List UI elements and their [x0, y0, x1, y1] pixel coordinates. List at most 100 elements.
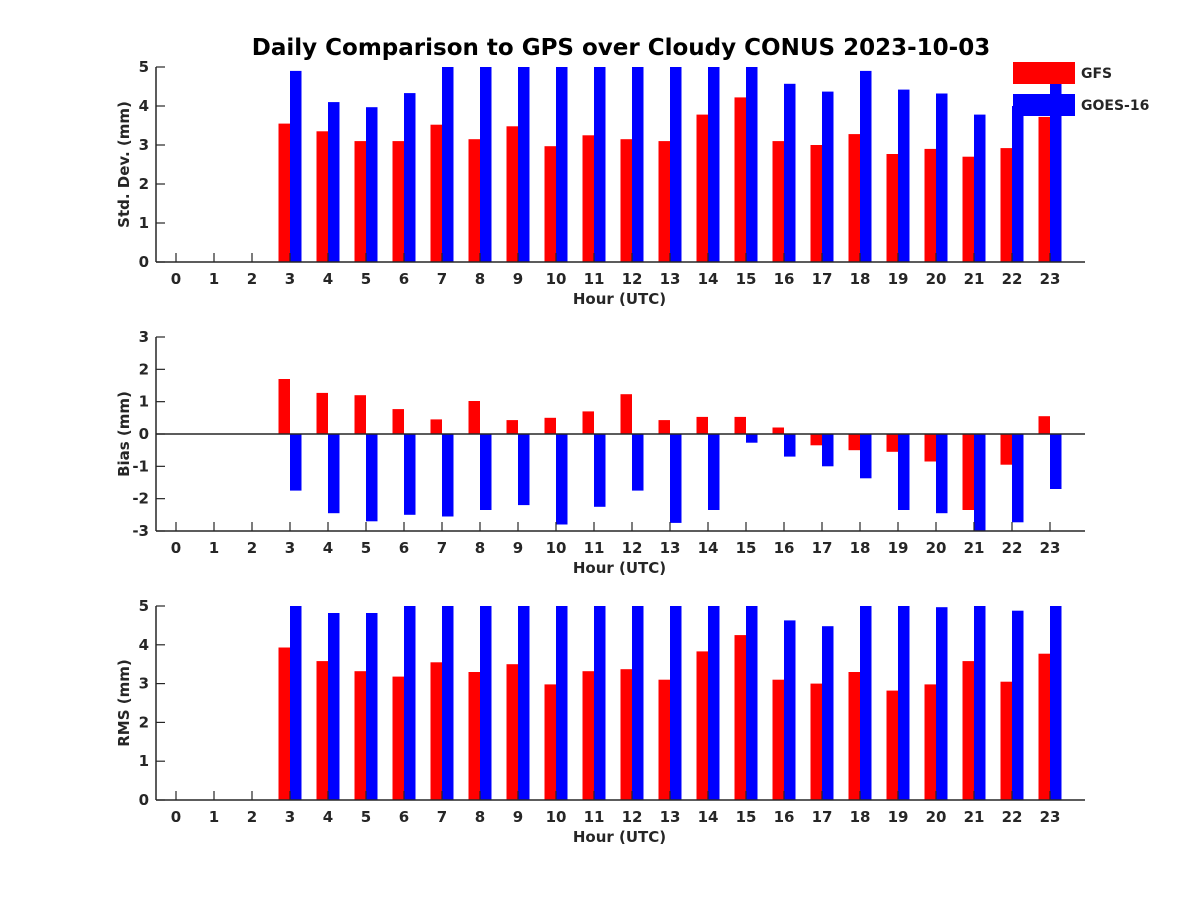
bar-gfs-hour-10	[544, 146, 556, 262]
bar-goes16-hour-5	[366, 613, 378, 800]
x-tick-label: 17	[812, 808, 833, 826]
bar-gfs-hour-17	[810, 434, 822, 446]
x-tick-label: 10	[546, 808, 567, 826]
bar-gfs-hour-7	[430, 124, 442, 262]
y-tick-label: 5	[139, 58, 149, 76]
bar-goes16-hour-5	[366, 434, 378, 522]
bar-gfs-hour-14	[696, 651, 708, 800]
x-axis-label: Hour (UTC)	[573, 290, 666, 308]
x-tick-label: 22	[1002, 270, 1023, 288]
x-tick-label: 3	[285, 270, 295, 288]
bar-goes16-hour-15	[746, 606, 758, 800]
x-tick-label: 6	[399, 539, 409, 557]
bar-goes16-hour-7	[442, 606, 454, 800]
y-tick-label: 3	[139, 136, 149, 154]
x-tick-label: 15	[736, 539, 757, 557]
x-tick-label: 7	[437, 539, 447, 557]
bar-gfs-hour-6	[392, 676, 404, 800]
x-tick-label: 20	[926, 808, 947, 826]
bar-gfs-hour-16	[772, 141, 784, 262]
bar-gfs-hour-20	[924, 434, 936, 462]
y-axis-label: Std. Dev. (mm)	[115, 101, 133, 228]
bar-goes16-hour-13	[670, 606, 682, 800]
x-tick-label: 14	[698, 270, 719, 288]
y-tick-label: 0	[139, 425, 149, 443]
bar-gfs-hour-17	[810, 145, 822, 262]
legend-label-gfs: GFS	[1081, 66, 1112, 82]
x-tick-label: 0	[171, 270, 181, 288]
legend: GFS GOES-16	[1013, 62, 1149, 116]
x-tick-label: 6	[399, 808, 409, 826]
bar-gfs-hour-7	[430, 419, 442, 434]
x-tick-label: 21	[964, 808, 985, 826]
bar-gfs-hour-4	[316, 131, 328, 262]
x-tick-label: 23	[1040, 270, 1061, 288]
x-tick-label: 16	[774, 539, 795, 557]
x-tick-label: 1	[209, 539, 219, 557]
bar-goes16-hour-19	[898, 89, 910, 262]
x-tick-label: 15	[736, 270, 757, 288]
x-tick-label: 12	[622, 808, 643, 826]
x-tick-label: 3	[285, 808, 295, 826]
x-tick-label: 8	[475, 808, 485, 826]
bar-gfs-hour-16	[772, 679, 784, 800]
bar-gfs-hour-14	[696, 416, 708, 434]
bar-goes16-hour-22	[1012, 434, 1024, 523]
bar-goes16-hour-21	[974, 606, 986, 800]
x-tick-label: 6	[399, 270, 409, 288]
bar-gfs-hour-8	[468, 672, 480, 800]
bar-gfs-hour-15	[734, 635, 746, 800]
y-tick-label: 1	[139, 752, 149, 770]
bar-gfs-hour-19	[886, 434, 898, 452]
x-tick-label: 19	[888, 808, 909, 826]
bar-goes16-hour-6	[404, 93, 416, 262]
x-tick-label: 5	[361, 808, 371, 826]
bar-goes16-hour-15	[746, 67, 758, 262]
bar-goes16-hour-23	[1050, 82, 1062, 262]
bar-goes16-hour-5	[366, 107, 378, 262]
y-tick-label: 1	[139, 214, 149, 232]
x-tick-label: 22	[1002, 808, 1023, 826]
x-tick-label: 23	[1040, 539, 1061, 557]
bar-gfs-hour-18	[848, 434, 860, 451]
bar-goes16-hour-18	[860, 70, 872, 263]
x-tick-label: 11	[584, 539, 605, 557]
bar-goes16-hour-4	[328, 102, 340, 262]
x-axis-label: Hour (UTC)	[573, 559, 666, 577]
bar-goes16-hour-3	[290, 70, 302, 263]
x-tick-label: 23	[1040, 808, 1061, 826]
x-tick-label: 8	[475, 539, 485, 557]
bar-gfs-hour-23	[1038, 416, 1050, 434]
bar-gfs-hour-17	[810, 683, 822, 800]
bar-goes16-hour-7	[442, 67, 454, 262]
bar-gfs-hour-21	[962, 434, 974, 510]
y-tick-label: 1	[139, 393, 149, 411]
bar-gfs-hour-3	[278, 647, 290, 800]
bar-gfs-hour-16	[772, 427, 784, 434]
x-tick-label: 19	[888, 539, 909, 557]
bar-gfs-hour-19	[886, 154, 898, 262]
bar-goes16-hour-11	[594, 67, 606, 262]
x-tick-label: 22	[1002, 539, 1023, 557]
bar-gfs-hour-13	[658, 141, 670, 262]
bar-goes16-hour-4	[328, 434, 340, 514]
bar-goes16-hour-8	[480, 67, 492, 262]
x-tick-label: 13	[660, 270, 681, 288]
x-tick-label: 8	[475, 270, 485, 288]
x-tick-label: 19	[888, 270, 909, 288]
x-tick-label: 3	[285, 539, 295, 557]
y-tick-label: 2	[139, 360, 149, 378]
bar-goes16-hour-11	[594, 434, 606, 507]
x-tick-label: 9	[513, 270, 523, 288]
bar-gfs-hour-21	[962, 156, 974, 262]
bar-goes16-hour-20	[936, 607, 948, 800]
x-tick-label: 7	[437, 270, 447, 288]
x-tick-label: 13	[660, 808, 681, 826]
x-tick-label: 16	[774, 270, 795, 288]
x-tick-label: 15	[736, 808, 757, 826]
x-tick-label: 0	[171, 808, 181, 826]
x-tick-label: 0	[171, 539, 181, 557]
